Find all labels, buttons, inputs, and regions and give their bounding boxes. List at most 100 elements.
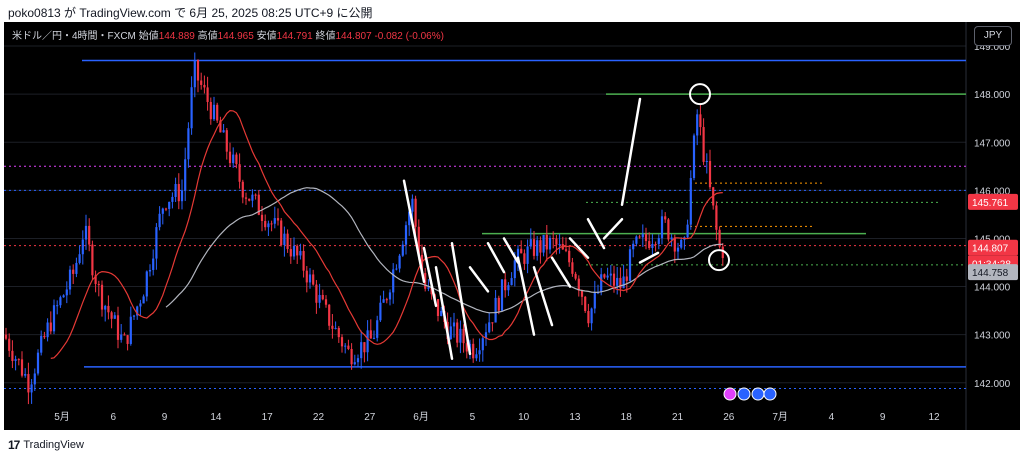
candle-body [526,246,529,264]
candle-body [104,305,107,310]
candle-body [552,237,555,239]
candle-body [481,338,484,351]
candle-body [472,343,475,359]
candle-body [129,316,132,344]
candle-body [228,151,232,164]
zigzag-segment [502,237,520,264]
time-tick-label: 10 [518,412,530,423]
candle-body [395,268,398,270]
candle-body [456,322,459,343]
economic-event-icon [723,387,737,401]
open-value: 144.889 [158,31,195,42]
time-tick-label: 6月 [413,411,429,423]
candle-body [625,276,628,281]
currency-button[interactable]: JPY [974,26,1012,46]
candle-body [81,239,84,255]
candle-body [187,128,190,160]
candle-body [420,254,424,274]
candle-body [200,80,203,85]
candle-body [177,184,180,202]
candle-body [660,216,664,239]
candle-body [299,251,302,256]
candle-body [686,224,689,238]
candle-body [286,233,289,250]
candle-body [500,279,504,311]
candle-body [673,237,676,252]
price-chart[interactable]: 149.000148.000147.000146.000145.000144.0… [4,22,1020,430]
candle-body [145,271,148,297]
candle-body [91,244,94,276]
candle-body [539,240,542,253]
ma-fast-line [50,109,723,359]
candle-body [184,159,187,191]
candle-body [52,305,56,332]
time-tick-label: 18 [621,412,633,423]
candle-body [273,218,276,224]
zigzag-segment [468,266,490,293]
candle-body [334,327,337,329]
price-tick-label: 144.000 [974,283,1011,294]
time-tick-label: 27 [364,412,376,423]
candle-body [440,310,443,316]
price-tick-label: 148.000 [974,90,1011,101]
zigzag-segment [638,251,660,264]
tradingview-brand[interactable]: 17 TradingView [8,438,84,452]
candle-body [462,328,465,344]
candle-body [97,284,100,286]
zigzag-segment [532,266,554,327]
candle-body [568,250,571,263]
candle-body [212,104,216,120]
candle-body [321,294,324,300]
candle-body [49,322,52,332]
candle-body [158,213,161,228]
candle-body [113,315,116,319]
candle-body [510,278,513,286]
candle-body [584,296,587,312]
candle-body [283,233,286,246]
candle-body [270,223,273,225]
close-label: 終値 [315,31,336,42]
tradingview-logo-icon: 17 [8,438,20,452]
candle-body [222,130,225,133]
time-tick-label: 22 [313,412,325,423]
candle-body [417,226,420,255]
candle-body [641,234,644,238]
candle-body [168,201,171,209]
candle-body [705,160,708,162]
candle-body [302,251,305,271]
candle-body [507,285,510,291]
candle-body [564,249,568,251]
candle-body [692,135,696,179]
chart-area[interactable]: 149.000148.000147.000146.000145.000144.0… [4,22,1020,430]
badge-current: 144.807 [972,244,1009,255]
candle-body [548,237,552,250]
price-tick-label: 143.000 [974,331,1011,342]
candle-body [616,277,619,286]
candle-body [174,184,177,197]
candle-body [241,181,244,198]
candle-body [296,245,299,256]
candle-body [612,273,616,286]
candle-body [78,254,81,263]
candle-body [475,354,478,359]
candle-body [219,120,222,133]
low-value: 144.791 [276,31,313,42]
candle-body [232,154,235,164]
candle-body [40,335,43,353]
candle-body [254,194,257,196]
candle-body [216,104,219,121]
candle-body [155,227,158,259]
candle-body [436,299,440,316]
candle-body [430,287,433,295]
candle-body [196,60,200,81]
zigzag-segment [402,179,426,283]
badge-gray: 144.758 [972,268,1009,279]
candle-body [161,208,164,214]
candle-body [404,225,408,245]
candle-body [664,216,667,220]
candle-body [120,334,123,340]
candle-body [452,322,456,327]
candle-body [136,306,139,316]
candle-body [654,243,657,245]
publish-info-text: poko0813 が TradingView.com で 6月 25, 2025… [8,6,373,20]
